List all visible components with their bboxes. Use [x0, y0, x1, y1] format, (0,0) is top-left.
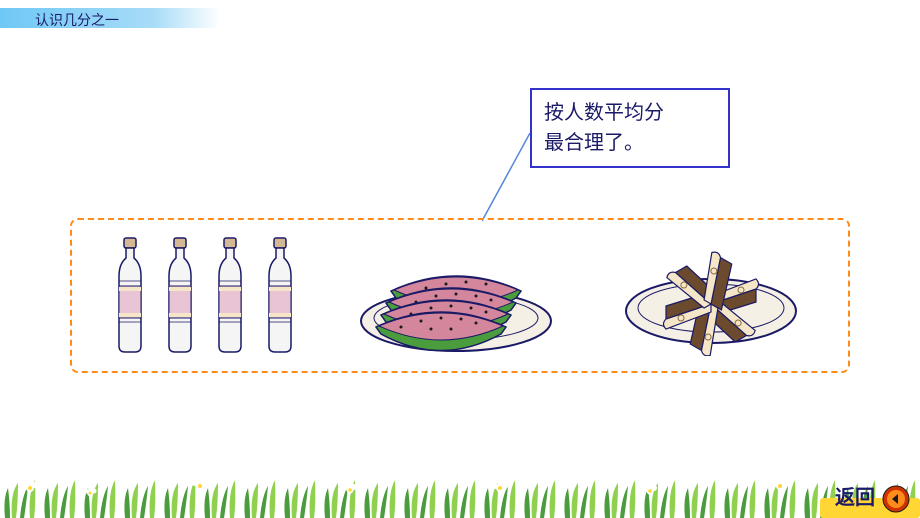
return-icon[interactable]: [882, 485, 910, 513]
speech-bubble: 按人数平均分 最合理了。: [530, 88, 730, 168]
return-button[interactable]: 返回: [835, 481, 875, 510]
watermelon-plate: [346, 236, 566, 356]
speech-connector: [482, 133, 532, 223]
bottle: [259, 236, 301, 356]
bottle: [209, 236, 251, 356]
footer-decoration: [0, 458, 920, 518]
content-container: [70, 218, 850, 373]
bottle: [109, 236, 151, 356]
bottle: [159, 236, 201, 356]
bottles-group: [109, 236, 301, 356]
cake-plate: [611, 236, 811, 356]
speech-text-line2: 最合理了。: [544, 128, 716, 158]
speech-text-line1: 按人数平均分: [544, 98, 716, 128]
page-title: 认识几分之一: [35, 10, 119, 30]
